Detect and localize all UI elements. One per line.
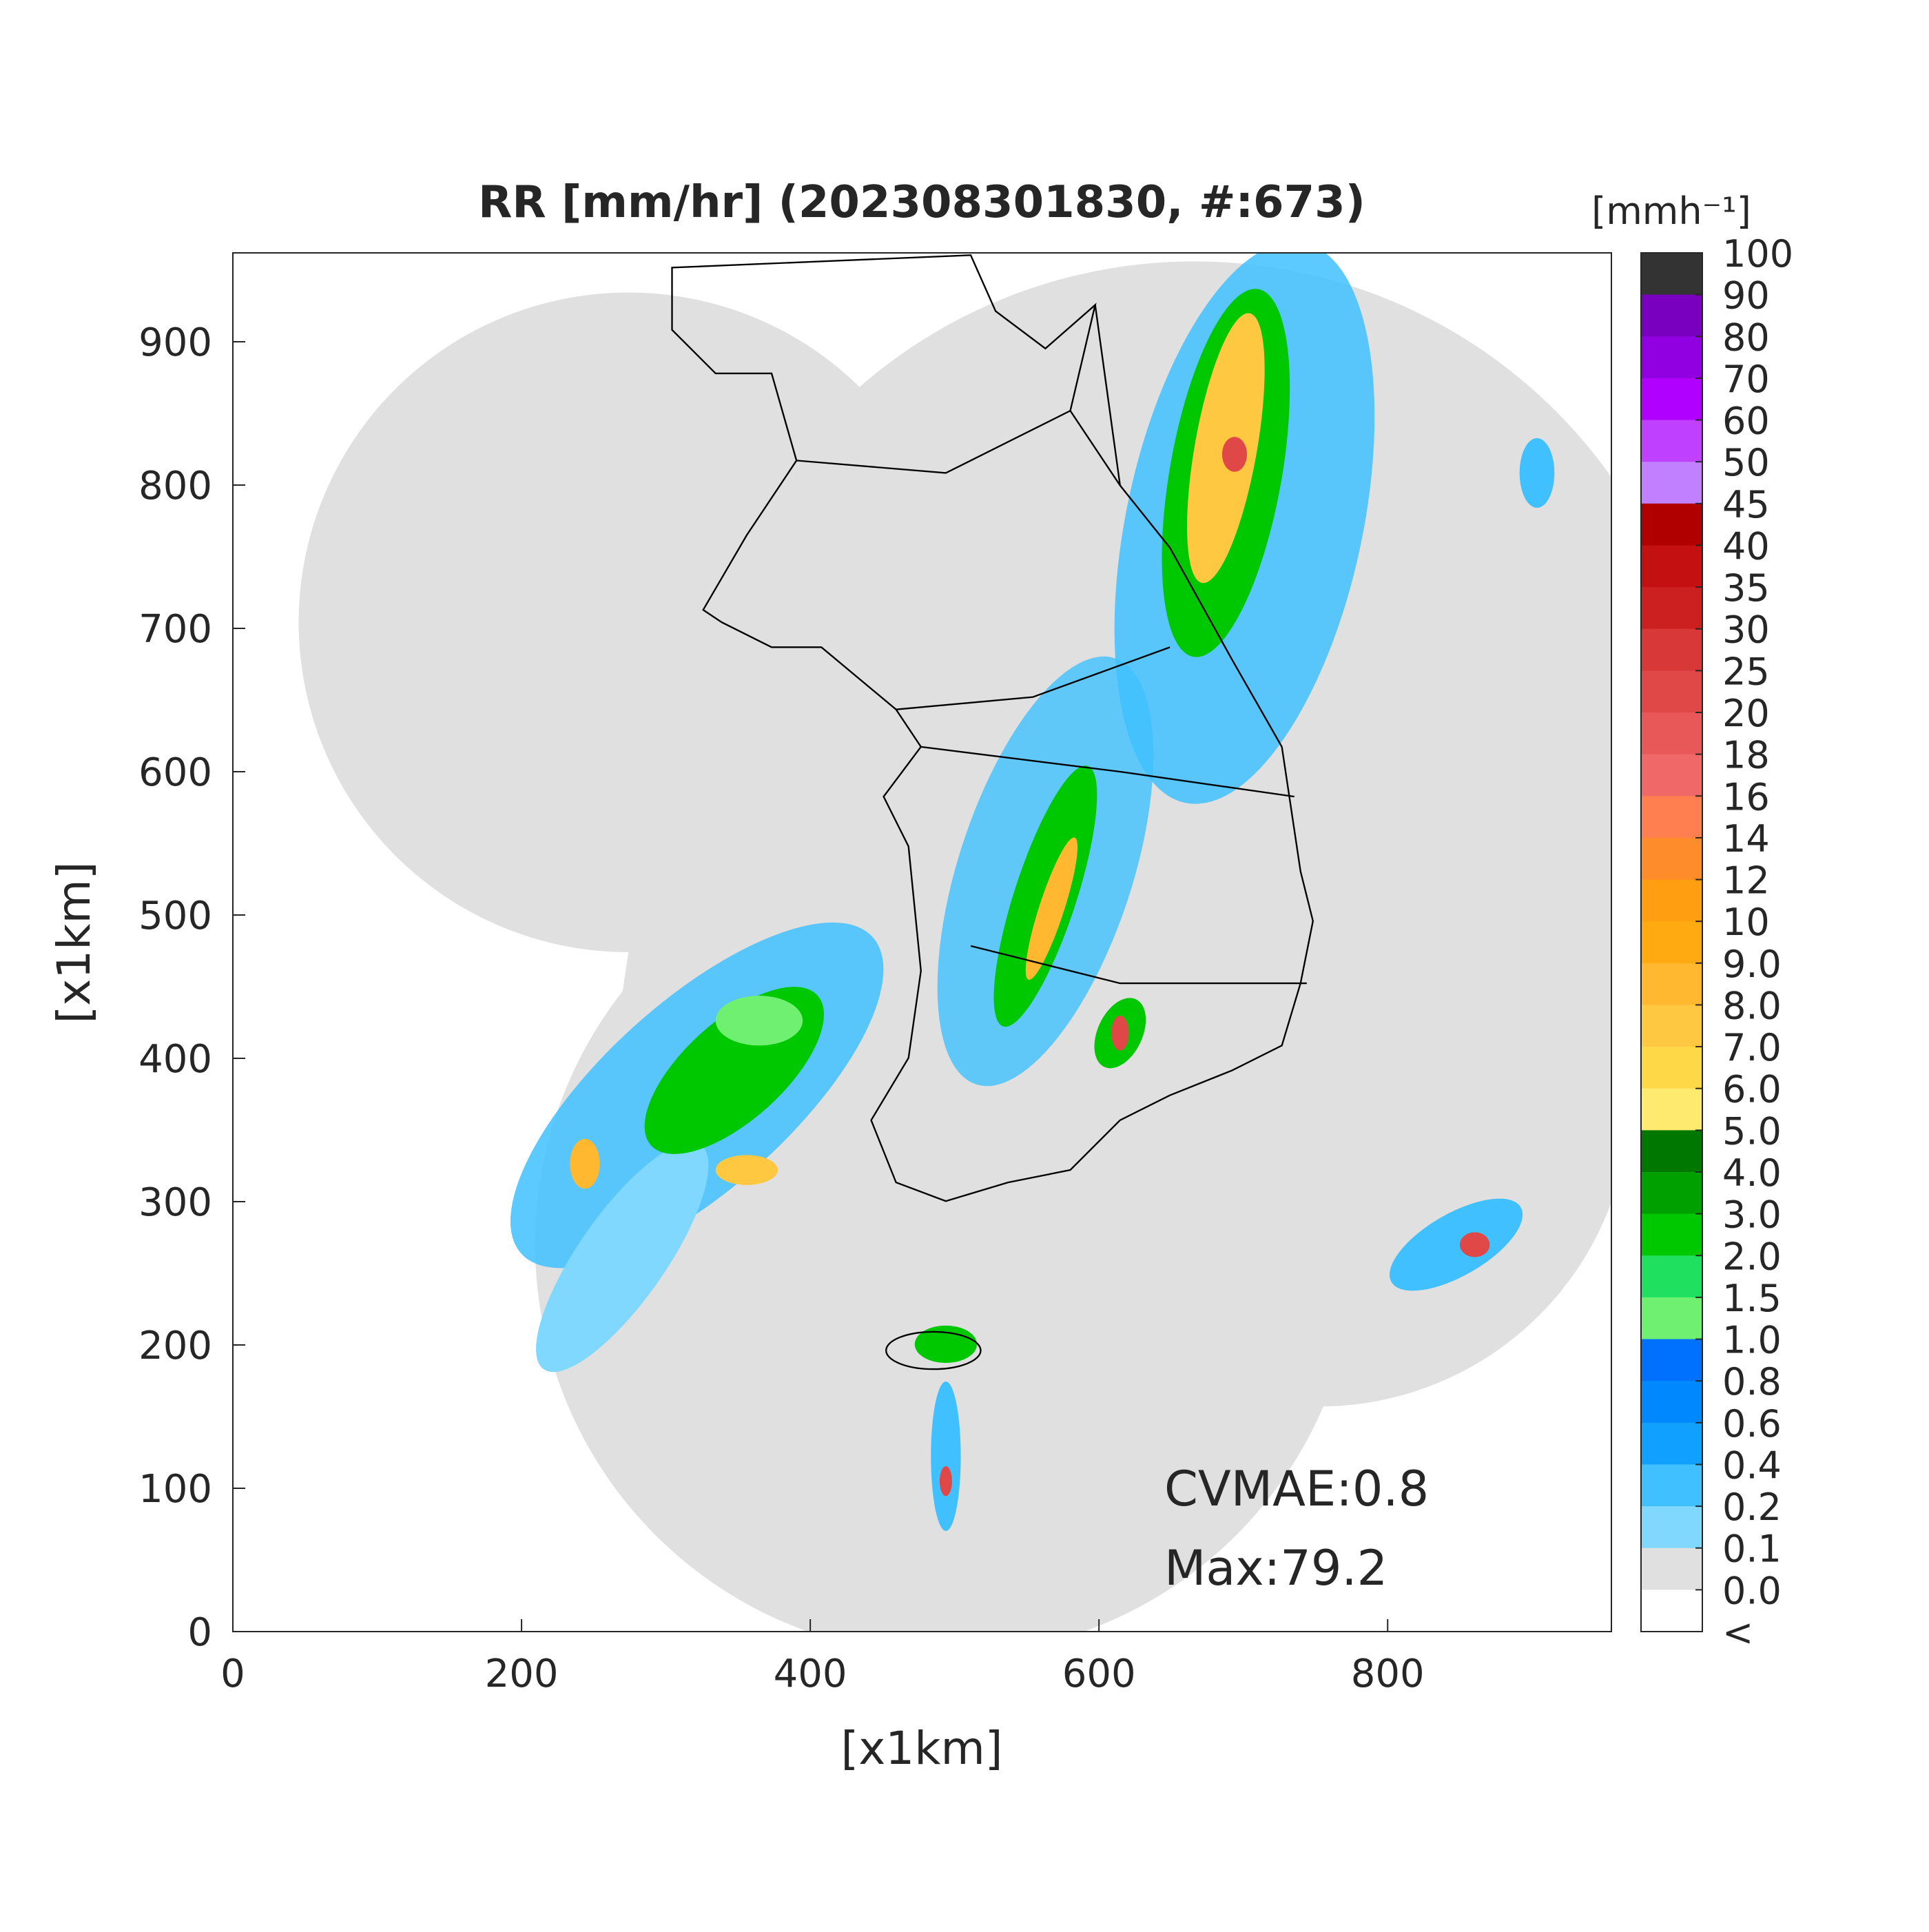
annotation: Max:79.2: [1164, 1540, 1388, 1596]
colorbar-label: 0.0: [1722, 1569, 1782, 1612]
colorbar-label: 100: [1722, 232, 1793, 276]
y-axis-label: [x1km]: [48, 861, 101, 1023]
colorbar-label: 0.8: [1722, 1360, 1782, 1404]
y-tick-label: 700: [138, 607, 212, 652]
colorbar-label: 70: [1722, 358, 1770, 401]
colorbar-segment: [1641, 462, 1702, 504]
y-tick-label: 600: [138, 750, 212, 795]
colorbar-label: 6.0: [1722, 1068, 1782, 1111]
colorbar-label: 0.6: [1722, 1402, 1782, 1446]
colorbar-segment: [1641, 754, 1702, 797]
colorbar-segment: [1641, 420, 1702, 462]
colorbar-label: 40: [1722, 524, 1770, 568]
colorbar-unit: [mmh⁻¹]: [1591, 189, 1751, 233]
colorbar-segment: [1641, 837, 1702, 881]
y-tick-label: 900: [138, 320, 212, 365]
colorbar-segment: [1641, 628, 1702, 671]
colorbar-label: 8.0: [1722, 984, 1782, 1027]
x-axis-label: [x1km]: [840, 1722, 1002, 1775]
colorbar-segment: [1641, 253, 1702, 296]
colorbar-label: 0.2: [1722, 1486, 1782, 1529]
colorbar-segment: [1641, 1172, 1702, 1215]
colorbar-segment: [1641, 1548, 1702, 1590]
colorbar-segment: [1641, 1464, 1702, 1507]
colorbar-label: 5.0: [1722, 1109, 1782, 1153]
colorbar-label: 4.0: [1722, 1151, 1782, 1195]
colorbar-label: 9.0: [1722, 943, 1782, 986]
colorbar-segment: [1641, 1130, 1702, 1173]
colorbar-label: 14: [1722, 817, 1770, 861]
colorbar-under-label: <: [1722, 1611, 1753, 1654]
colorbar-segment: [1641, 587, 1702, 630]
colorbar-segment: [1641, 545, 1702, 588]
colorbar-segment: [1641, 1005, 1702, 1047]
colorbar-label: 90: [1722, 274, 1770, 318]
colorbar-label: 18: [1722, 734, 1770, 777]
y-tick-label: 100: [138, 1467, 212, 1512]
chart-title: RR [mm/hr] (202308301830, #:673): [478, 177, 1365, 228]
colorbar-segment: [1641, 1213, 1702, 1256]
colorbar-label: 1.0: [1722, 1319, 1782, 1362]
colorbar-label: 50: [1722, 441, 1770, 484]
radar-field: [298, 253, 1611, 1632]
colorbar-segment: [1641, 1381, 1702, 1424]
colorbar-segment: [1641, 294, 1702, 337]
colorbar-segment: [1641, 670, 1702, 713]
colorbar-segment: [1641, 1088, 1702, 1131]
colorbar-label: 12: [1722, 859, 1770, 903]
axes-frame: [232, 252, 1612, 1632]
colorbar-label: 0.1: [1722, 1528, 1782, 1571]
colorbar-segment: [1641, 1339, 1702, 1381]
colorbar-label: 25: [1722, 650, 1770, 693]
colorbar-segment: [1641, 336, 1702, 379]
colorbar-segment: [1641, 1047, 1702, 1089]
colorbar-label: 45: [1722, 483, 1770, 526]
colorbar-label: 30: [1722, 608, 1770, 652]
y-tick-label: 800: [138, 464, 212, 508]
rain-echoes: [510, 253, 1555, 1531]
colorbar-segment: [1641, 503, 1702, 546]
colorbar-segment: [1641, 1422, 1702, 1465]
colorbar-segment: [1641, 1255, 1702, 1298]
colorbar-segment: [1641, 1297, 1702, 1340]
coastline: [671, 254, 1314, 1370]
colorbar-frame: [1640, 252, 1703, 1632]
colorbar-label: 7.0: [1722, 1026, 1782, 1069]
colorbar-label: 20: [1722, 692, 1770, 735]
colorbar-segment: [1641, 712, 1702, 755]
colorbar-label: 35: [1722, 566, 1770, 610]
y-tick-label: 200: [138, 1324, 212, 1368]
y-tick-label: 0: [187, 1610, 212, 1655]
colorbar-label: 16: [1722, 775, 1770, 819]
y-tick-label: 300: [138, 1180, 212, 1225]
annotation: CVMAE:0.8: [1164, 1461, 1429, 1517]
colorbar-segment: [1641, 879, 1702, 922]
x-tick-label: 0: [220, 1652, 245, 1696]
y-tick-label: 400: [138, 1037, 212, 1082]
x-tick-label: 400: [774, 1652, 847, 1696]
colorbar-label: 3.0: [1722, 1193, 1782, 1237]
colorbar-label: 2.0: [1722, 1235, 1782, 1278]
colorbar-label: 0.4: [1722, 1443, 1782, 1487]
radar-coverage: [298, 261, 1611, 1632]
x-tick-label: 800: [1351, 1652, 1425, 1696]
colorbar-segment: [1641, 796, 1702, 839]
colorbar-label: 1.5: [1722, 1277, 1782, 1320]
colorbar-label: 10: [1722, 901, 1770, 944]
y-tick-label: 500: [138, 894, 212, 938]
colorbar-segment: [1641, 1506, 1702, 1549]
x-tick-label: 200: [485, 1652, 559, 1696]
colorbar-segment: [1641, 921, 1702, 964]
colorbar-segment: [1641, 378, 1702, 421]
colorbar-label: 60: [1722, 400, 1770, 443]
colorbar-segment: [1641, 963, 1702, 1005]
x-tick-label: 600: [1062, 1652, 1136, 1696]
colorbar-segment: [1641, 1590, 1702, 1632]
colorbar-label: 80: [1722, 316, 1770, 359]
map-layer: [298, 253, 1611, 1632]
